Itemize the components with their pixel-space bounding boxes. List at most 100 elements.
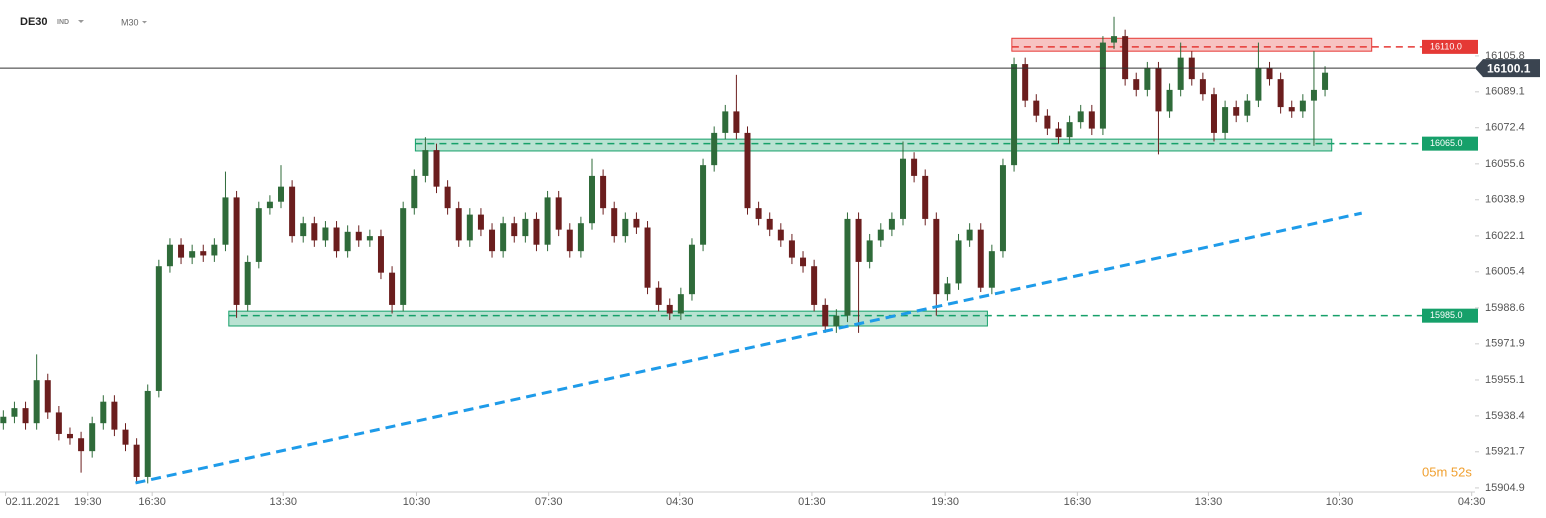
y-tick-label: 15904.9 [1485, 482, 1525, 494]
candle-body [1277, 79, 1284, 108]
level-label: 16065.0 [1430, 138, 1463, 148]
candle-body [189, 251, 196, 258]
candle-body [1222, 107, 1229, 133]
candle-body [1288, 107, 1295, 112]
candle-body [1133, 79, 1140, 90]
zone [228, 310, 988, 327]
candle-body [411, 175, 418, 209]
candle-body [555, 197, 562, 230]
candle-body [1122, 36, 1129, 80]
candle-body [666, 304, 673, 314]
x-tick-label: 02.11.2021 [6, 496, 60, 508]
symbol: DE30 [20, 16, 48, 28]
candle-body [1044, 115, 1051, 129]
x-tick-label: 19:30 [931, 496, 959, 508]
candle-body [278, 186, 285, 202]
candle-body [577, 223, 584, 252]
candle-body [955, 240, 962, 284]
candle-body [1177, 57, 1184, 90]
candle-body [866, 240, 873, 262]
candle-body [600, 175, 607, 209]
candle-body [999, 165, 1006, 252]
x-tick-label: 13:30 [269, 496, 297, 508]
candle-body [1210, 94, 1217, 133]
candle-body [522, 218, 529, 237]
x-tick-label: 01:30 [798, 496, 826, 508]
candle-body [966, 229, 973, 241]
x-tick-label: 13:30 [1195, 496, 1223, 508]
candle-body [300, 223, 307, 237]
level-tag [1422, 308, 1478, 323]
level-tag [1422, 136, 1478, 151]
candle-body [422, 150, 429, 176]
candle-body [89, 423, 96, 452]
candle-body [544, 197, 551, 245]
candle-body [44, 380, 51, 413]
y-tick-label: 16105.8 [1485, 50, 1525, 62]
candle-body [1266, 68, 1273, 80]
candle-body [677, 294, 684, 314]
candle-body [855, 218, 862, 262]
candle-body [100, 401, 107, 424]
candle-body [511, 223, 518, 237]
candle-body [322, 227, 329, 241]
candle-body [844, 218, 851, 316]
timer: 05m 52s [1422, 464, 1472, 479]
candle-body [566, 229, 573, 252]
last-price-label: 16100.1 [1487, 61, 1531, 75]
candle-body [344, 231, 351, 252]
candle-body [78, 438, 85, 452]
x-tick-label: 04:30 [1458, 496, 1486, 508]
candle-body [711, 132, 718, 166]
candle-body [1199, 79, 1206, 95]
candle-body [688, 244, 695, 295]
candle-body [111, 401, 118, 430]
candle-body [11, 408, 18, 417]
candle-body [933, 218, 940, 295]
candle-body [1111, 36, 1118, 43]
candle-body [744, 132, 751, 209]
candle-body [178, 244, 185, 258]
y-tick-label: 16005.4 [1485, 266, 1525, 278]
candle-body [811, 266, 818, 305]
candle-body [1055, 128, 1062, 138]
level-label: 16110.0 [1430, 41, 1462, 51]
candle-body [55, 412, 62, 434]
y-tick-label: 16089.1 [1485, 86, 1525, 98]
candle-body [877, 229, 884, 241]
candle-body [489, 229, 496, 252]
candle-body [988, 251, 995, 288]
candle-body [122, 429, 129, 445]
y-tick-label: 16055.6 [1485, 158, 1525, 170]
candle-body [0, 416, 7, 424]
candle-body [1299, 100, 1306, 112]
candle-body [1233, 107, 1240, 116]
candle-body [155, 266, 162, 391]
candle-body [1322, 72, 1329, 90]
candle-body [133, 444, 140, 477]
candle-body [611, 208, 618, 237]
dropdown-icon[interactable] [78, 20, 84, 23]
candle-body [1099, 42, 1106, 129]
candle-body [633, 218, 640, 228]
candle-body [911, 158, 918, 176]
dropdown-icon[interactable] [142, 21, 147, 24]
candle-body [1022, 64, 1029, 101]
candle-body [788, 240, 795, 258]
candle-body [777, 229, 784, 241]
y-tick-label: 15971.9 [1485, 338, 1525, 350]
candle-body [622, 218, 629, 237]
candle-body [33, 380, 40, 424]
x-tick-label: 16:30 [138, 496, 166, 508]
interval[interactable]: M30 [121, 17, 139, 27]
candle-body [466, 214, 473, 241]
candle-body [366, 236, 373, 241]
candle-body [533, 218, 540, 245]
candle-body [1255, 68, 1262, 101]
candle-body [1088, 111, 1095, 129]
candle-body [400, 208, 407, 305]
candle-body [766, 218, 773, 230]
candle-body [722, 111, 729, 133]
candle-body [800, 257, 807, 267]
